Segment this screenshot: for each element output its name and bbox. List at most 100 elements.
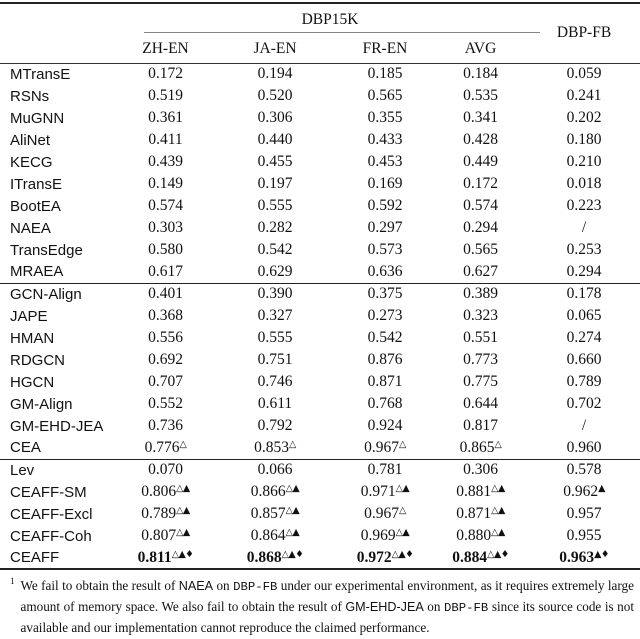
value-cell: 0.433 [367,131,403,148]
value-cell: 0.967△ [364,438,406,456]
column-header-zh-en: ZH-EN [142,39,189,57]
value-cell: 0.453 [367,153,403,170]
value-cell: 0.578 [566,461,602,479]
value-cell: 0.535 [463,87,498,104]
section-structure-methods: MTransE 0.172 0.194 0.185 0.184 0.059 RSNs 0.51… [0,63,640,283]
footnote-segment: since its source code is not available a… [20,599,635,635]
value-cell: 0.806△▲ [141,483,190,500]
value-cell: 0.202 [566,109,602,126]
value-cell: 0.223 [566,197,602,214]
table-row: TransEdge 0.580 0.542 0.573 0.565 0.253 [0,239,640,261]
value-cell: 0.811△▲♦ [137,548,194,566]
corner-cell [0,3,118,63]
value-cell: 0.368 [148,307,183,324]
table-row: MRAEA 0.617 0.629 0.636 0.627 0.294 [0,261,640,283]
table-row: CEAFF-Excl 0.789△▲ 0.857△▲ 0.967△ 0.871△▲ 0.9… [0,503,640,525]
value-cell: 0.636 [367,262,403,280]
row-label: CEAFF [10,549,60,566]
value-cell: 0.817 [463,417,498,434]
row-label: ITransE [10,175,62,193]
value-cell: 0.520 [257,87,293,104]
footnote-segment: DBP-FB [233,580,278,594]
footnote-marker: 1 [10,576,15,586]
value-cell: 0.773 [463,351,498,368]
significance-marker: △▲♦ [171,548,194,560]
value-cell: 0.629 [257,262,293,280]
value-cell: 0.857△▲ [250,505,300,522]
table-row: ITransE 0.149 0.197 0.169 0.172 0.018 [0,173,640,195]
value-cell: 0.241 [566,87,602,104]
significance-marker: ▲ [598,483,605,494]
value-cell: 0.542 [367,329,403,346]
section-proposed-methods: Lev 0.070 0.066 0.781 0.306 0.578 CEAFF-SM 0.80… [0,459,640,569]
significance-marker: △▲ [491,483,505,494]
row-label: CEAFF-Coh [10,527,92,545]
value-cell: 0.210 [566,153,602,170]
value-cell: 0.355 [367,109,403,126]
table-row: Lev 0.070 0.066 0.781 0.306 0.578 [0,459,640,481]
value-cell: 0.807△▲ [141,527,190,544]
value-cell: 0.172 [148,65,183,83]
footnote: 1 We fail to obtain the result of NAEA o… [0,570,640,637]
row-label: KECG [10,153,53,171]
footnote-text: We fail to obtain the result of NAEA on … [21,576,635,637]
table-row: MTransE 0.172 0.194 0.185 0.184 0.059 [0,63,640,85]
value-cell: 0.644 [463,395,498,412]
value-cell: 0.972△▲♦ [356,548,414,566]
row-label: MTransE [10,65,71,83]
value-cell: 0.455 [257,153,293,170]
row-label: AliNet [10,131,51,149]
value-cell: 0.066 [257,461,293,479]
table-row: JAPE 0.368 0.327 0.273 0.323 0.065 [0,305,640,327]
footnote-segment: NAEA [178,579,214,593]
table-row: RSNs 0.519 0.520 0.565 0.535 0.241 [0,85,640,107]
value-cell: 0.969△▲ [360,527,410,544]
column-group-label: DBP15K [301,11,359,28]
column-header-ja-en: JA-EN [253,39,297,57]
value-cell: 0.868△▲♦ [246,548,304,566]
table-row: NAEA 0.303 0.282 0.297 0.294 / [0,217,640,239]
cmidrule [144,32,541,33]
value-cell: 0.627 [463,262,498,280]
footnote-segment: under our experimental environment, as i… [20,578,635,614]
significance-marker: △▲ [395,483,410,494]
value-cell: 0.449 [463,153,498,170]
row-label: CEAFF-SM [10,483,87,501]
value-cell: 0.775 [463,373,498,390]
value-cell: 0.555 [257,329,293,346]
value-cell: 0.180 [566,131,602,148]
value-cell: 0.692 [148,351,183,368]
value-cell: 0.792 [257,417,293,434]
row-label: GCN-Align [10,285,82,303]
value-cell: 0.439 [148,153,183,170]
significance-marker: △▲ [285,483,300,494]
value-cell: 0.306 [463,461,498,479]
value-cell: 0.617 [148,262,183,280]
footnote-segment: DBP-FB [444,601,489,615]
value-cell: 0.955 [566,527,602,544]
table-row: MuGNN 0.361 0.306 0.355 0.341 0.202 [0,107,640,129]
column-header-fr-en: FR-EN [362,39,408,57]
value-cell: 0.871 [367,373,403,390]
value-cell: 0.776△ [144,438,187,456]
significance-marker: △▲ [395,527,410,538]
value-cell: 0.751 [257,351,293,368]
value-cell: 0.149 [148,175,183,192]
significance-marker: △▲♦ [391,548,414,560]
value-cell: 0.440 [257,131,293,148]
value-cell: 0.178 [566,285,602,303]
value-cell: 0.967△ [364,505,406,522]
footnote-segment: We fail to obtain the result of [20,578,179,593]
value-cell: / [581,417,587,434]
value-cell: 0.401 [148,285,183,303]
footnote-segment: on [213,578,234,593]
header-group-row: DBP15K DBP-FB [0,3,640,41]
row-label: MRAEA [10,263,64,281]
value-cell: 0.361 [148,109,183,126]
value-cell: 0.294 [566,262,602,280]
value-cell: 0.876 [367,351,403,368]
value-cell: 0.411 [148,131,183,148]
value-cell: 0.963▲♦ [559,548,609,566]
row-label: GM-Align [10,395,73,413]
significance-marker: △▲♦ [487,548,509,560]
